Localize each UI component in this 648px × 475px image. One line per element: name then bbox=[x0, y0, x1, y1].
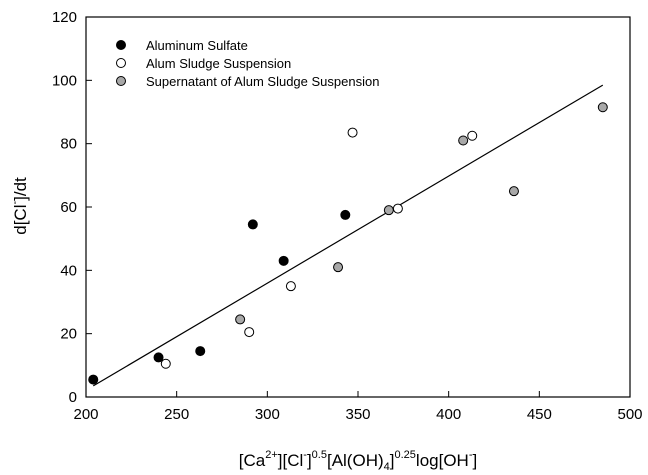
x-axis-ticks: 200 250 300 350 400 450 500 bbox=[73, 391, 643, 423]
data-point-series-2 bbox=[160, 358, 171, 369]
data-point-series-3 bbox=[333, 262, 344, 273]
data-point-series-1 bbox=[195, 346, 206, 357]
data-point-series-2 bbox=[285, 281, 296, 292]
legend-marker bbox=[116, 76, 126, 86]
legend-label: Supernatant of Alum Sludge Suspension bbox=[146, 74, 379, 89]
legend-marker bbox=[116, 58, 126, 68]
data-point-series-1 bbox=[278, 255, 289, 266]
legend-marker bbox=[116, 40, 126, 50]
x-tick-label: 350 bbox=[345, 406, 370, 423]
x-axis-title: [Ca2+][Cl-]0.5[Al(OH)4]0.25log[OH-] bbox=[239, 449, 478, 473]
data-point-series-3 bbox=[458, 135, 469, 146]
x-tick-label: 400 bbox=[436, 406, 461, 423]
data-point-series-1 bbox=[88, 374, 99, 385]
data-points bbox=[88, 102, 608, 385]
x-tick-label: 200 bbox=[73, 406, 98, 423]
data-point-series-2 bbox=[347, 127, 358, 138]
data-point-series-3 bbox=[597, 102, 608, 113]
data-point-series-3 bbox=[235, 314, 246, 325]
x-tick-label: 250 bbox=[164, 406, 189, 423]
data-point-series-3 bbox=[508, 186, 519, 197]
y-tick-label: 40 bbox=[60, 262, 77, 279]
y-tick-label: 0 bbox=[69, 389, 77, 406]
y-tick-label: 80 bbox=[60, 136, 77, 153]
legend-label: Alum Sludge Suspension bbox=[146, 56, 291, 71]
data-point-series-1 bbox=[153, 352, 164, 363]
trendline bbox=[92, 84, 604, 387]
y-axis-title: d[Cl-]/dt bbox=[9, 177, 30, 235]
y-tick-label: 100 bbox=[52, 72, 77, 89]
x-tick-label: 450 bbox=[527, 406, 552, 423]
data-point-series-1 bbox=[340, 209, 351, 220]
y-tick-label: 20 bbox=[60, 326, 77, 343]
data-point-series-2 bbox=[392, 203, 403, 214]
legend: Aluminum Sulfate Alum Sludge Suspension Su… bbox=[116, 38, 379, 89]
x-tick-label: 300 bbox=[255, 406, 280, 423]
data-point-series-2 bbox=[244, 327, 255, 338]
data-point-series-2 bbox=[467, 130, 478, 141]
y-tick-label: 60 bbox=[60, 199, 77, 216]
trendline-group bbox=[92, 84, 604, 387]
legend-label: Aluminum Sulfate bbox=[146, 38, 248, 53]
x-tick-label: 500 bbox=[617, 406, 642, 423]
y-tick-label: 120 bbox=[52, 9, 77, 26]
data-point-series-3 bbox=[383, 205, 394, 216]
y-axis-ticks: 0 20 40 60 80 100 120 bbox=[52, 9, 92, 406]
data-point-series-1 bbox=[247, 219, 258, 230]
